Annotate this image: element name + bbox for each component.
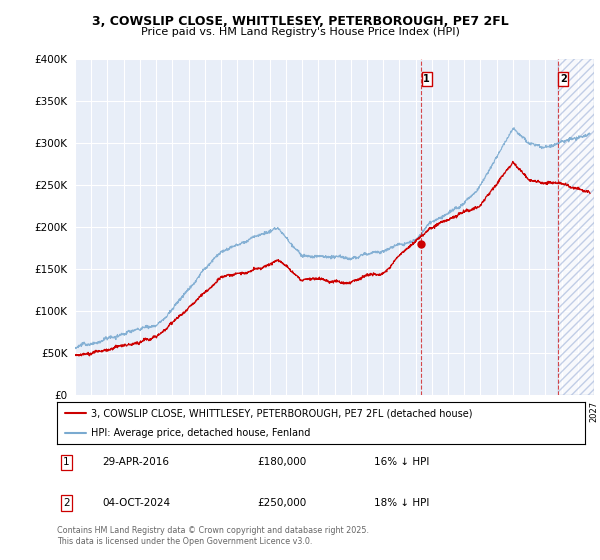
- Text: 16% ↓ HPI: 16% ↓ HPI: [374, 458, 429, 468]
- Text: 1: 1: [424, 74, 430, 84]
- Text: 04-OCT-2024: 04-OCT-2024: [102, 498, 170, 508]
- Text: 18% ↓ HPI: 18% ↓ HPI: [374, 498, 429, 508]
- Text: 1: 1: [63, 458, 70, 468]
- Text: 3, COWSLIP CLOSE, WHITTLESEY, PETERBOROUGH, PE7 2FL: 3, COWSLIP CLOSE, WHITTLESEY, PETERBOROU…: [92, 15, 508, 28]
- Text: HPI: Average price, detached house, Fenland: HPI: Average price, detached house, Fenl…: [91, 428, 311, 438]
- Text: £250,000: £250,000: [257, 498, 307, 508]
- Text: £180,000: £180,000: [257, 458, 307, 468]
- Text: 29-APR-2016: 29-APR-2016: [102, 458, 169, 468]
- Text: Price paid vs. HM Land Registry's House Price Index (HPI): Price paid vs. HM Land Registry's House …: [140, 27, 460, 38]
- Text: 2: 2: [560, 74, 566, 84]
- Text: 2: 2: [63, 498, 70, 508]
- Text: Contains HM Land Registry data © Crown copyright and database right 2025.
This d: Contains HM Land Registry data © Crown c…: [57, 526, 369, 546]
- Text: 3, COWSLIP CLOSE, WHITTLESEY, PETERBOROUGH, PE7 2FL (detached house): 3, COWSLIP CLOSE, WHITTLESEY, PETERBOROU…: [91, 408, 473, 418]
